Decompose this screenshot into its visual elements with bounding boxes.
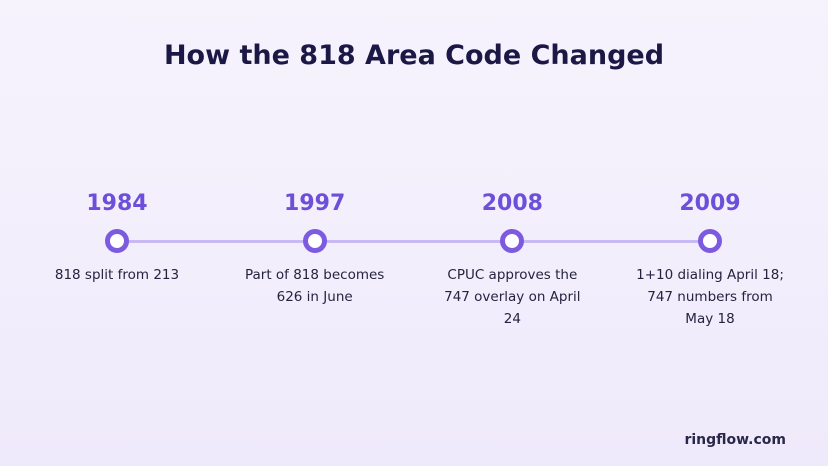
event-description: 818 split from 213 [54, 267, 180, 283]
event-marker [698, 229, 722, 253]
event-description: CPUC approves the 747 overlay on April 2… [444, 267, 581, 327]
event-description: Part of 818 becomes 626 in June [244, 267, 385, 305]
event-year: 2008 [481, 191, 543, 216]
event-description: 1+10 dialing April 18; 747 numbers from … [636, 267, 784, 327]
timeline-line [117, 240, 710, 243]
event-marker [500, 229, 525, 253]
brand: ringflow.com [684, 432, 786, 448]
title: How the 818 Area Code Changed [163, 40, 665, 71]
event-year: 2009 [679, 191, 741, 216]
event-year: 1997 [284, 191, 346, 216]
event-marker [302, 229, 327, 253]
event-year: 1984 [86, 191, 148, 216]
event-marker [105, 229, 129, 253]
